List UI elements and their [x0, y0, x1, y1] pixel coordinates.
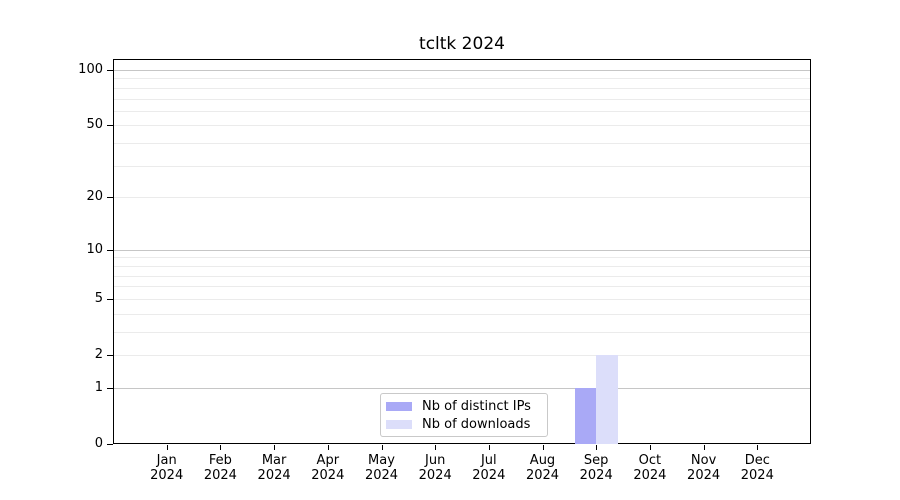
y-tick-label: 0	[94, 436, 103, 451]
gridline-major	[114, 249, 810, 251]
x-tick-label: Apr 2024	[296, 453, 360, 483]
x-tick-label-month: Feb	[208, 453, 232, 468]
gridline-minor	[114, 265, 810, 267]
y-tick-label: 1	[94, 379, 103, 395]
x-tick-label: Jun 2024	[403, 453, 467, 483]
gridline-minor	[114, 98, 810, 100]
gridline-minor	[114, 257, 810, 259]
y-tick-label: 20	[86, 189, 103, 205]
x-tick-label-month: Jan	[156, 453, 177, 468]
x-tick-label-year: 2024	[150, 468, 184, 483]
x-tick-label-year: 2024	[472, 468, 506, 483]
gridline-minor	[114, 298, 810, 300]
x-tick-label-year: 2024	[633, 468, 667, 483]
x-tick-label-month: Apr	[316, 453, 340, 468]
x-tick-label: Nov 2024	[672, 453, 736, 483]
y-axis-tick	[107, 249, 113, 251]
gridline-minor	[114, 197, 810, 199]
x-tick-label-year: 2024	[257, 468, 291, 483]
x-tick-label-year: 2024	[364, 468, 399, 483]
x-tick-label: Jul 2024	[457, 453, 521, 483]
y-axis-tick	[107, 355, 113, 356]
gridline-minor	[114, 110, 810, 112]
gridline-minor	[114, 143, 810, 145]
x-axis-tick	[381, 445, 383, 450]
plot-frame	[113, 59, 811, 444]
x-tick-label-month: Mar	[261, 453, 287, 468]
x-axis-tick	[220, 445, 222, 450]
x-axis-tick	[649, 445, 651, 450]
x-tick-label-month: Jun	[425, 453, 446, 468]
bar-downloads-sep-2024	[596, 355, 618, 444]
gridline-minor	[114, 125, 810, 127]
y-axis-tick	[107, 125, 113, 127]
gridline-minor	[114, 275, 810, 277]
y-tick-label: 2	[94, 347, 103, 362]
gridline-minor	[114, 87, 810, 89]
x-tick-label-month: Nov	[690, 453, 717, 468]
legend-label-downloads: Nb of downloads	[422, 416, 531, 432]
y-tick-label: 5	[94, 290, 103, 306]
gridline-minor	[114, 286, 810, 288]
y-tick-label: 10	[86, 241, 103, 257]
y-tick-label: 50	[86, 117, 103, 133]
gridline-minor	[114, 165, 810, 167]
x-tick-label: Jan 2024	[135, 453, 199, 483]
gridline-minor	[114, 331, 810, 333]
y-axis-tick	[107, 298, 113, 300]
gridline-major	[114, 387, 810, 389]
x-tick-label: Aug 2024	[511, 453, 575, 483]
x-tick-label-month: Oct	[638, 453, 662, 468]
gridline-major	[114, 70, 810, 71]
x-tick-label-year: 2024	[740, 468, 774, 483]
x-axis-tick	[327, 445, 329, 450]
x-tick-label: Feb 2024	[188, 453, 252, 483]
gridline-minor	[114, 355, 810, 356]
x-tick-label-month: Jul	[480, 453, 497, 468]
x-axis-tick	[166, 445, 168, 450]
y-axis-tick	[107, 70, 113, 71]
x-axis-tick	[703, 445, 705, 450]
x-axis-tick	[274, 445, 276, 450]
legend-swatch-downloads	[386, 419, 412, 429]
bar-distinct-ips-sep-2024	[574, 387, 597, 444]
gridline-minor	[114, 78, 810, 80]
legend-item-downloads: Nb of downloads	[386, 418, 547, 431]
x-tick-label-year: 2024	[203, 468, 237, 483]
x-axis-tick	[596, 445, 598, 450]
legend: Nb of distinct IPs Nb of downloads	[380, 393, 548, 437]
x-tick-label-year: 2024	[418, 468, 452, 483]
x-tick-label: Mar 2024	[242, 453, 306, 483]
x-tick-label: Dec 2024	[725, 453, 789, 483]
x-tick-label: Oct 2024	[618, 453, 682, 483]
gridline-minor	[114, 313, 810, 315]
x-tick-label-year: 2024	[687, 468, 721, 483]
y-axis-tick	[107, 197, 113, 199]
x-axis-tick	[757, 445, 759, 450]
legend-swatch-distinct-ips	[386, 401, 412, 411]
y-axis-tick	[107, 387, 113, 389]
legend-item-distinct-ips: Nb of distinct IPs	[386, 400, 547, 413]
chart-title: tcltk 2024	[419, 34, 505, 54]
y-tick-label: 100	[78, 62, 103, 77]
x-tick-label-month: Sep	[583, 453, 609, 468]
x-axis-tick	[435, 445, 437, 450]
y-axis-tick	[107, 444, 113, 445]
x-axis-tick	[542, 445, 544, 450]
x-tick-label-month: May	[368, 453, 395, 468]
x-tick-label-month: Aug	[529, 453, 556, 468]
x-tick-label-month: Dec	[744, 453, 770, 468]
x-tick-label-year: 2024	[311, 468, 345, 483]
legend-label-distinct-ips: Nb of distinct IPs	[422, 398, 531, 414]
x-tick-label: May 2024	[350, 453, 414, 483]
x-tick-label-year: 2024	[525, 468, 560, 483]
x-tick-label: Sep 2024	[564, 453, 628, 483]
x-tick-label-year: 2024	[579, 468, 613, 483]
x-axis-tick	[488, 445, 490, 450]
